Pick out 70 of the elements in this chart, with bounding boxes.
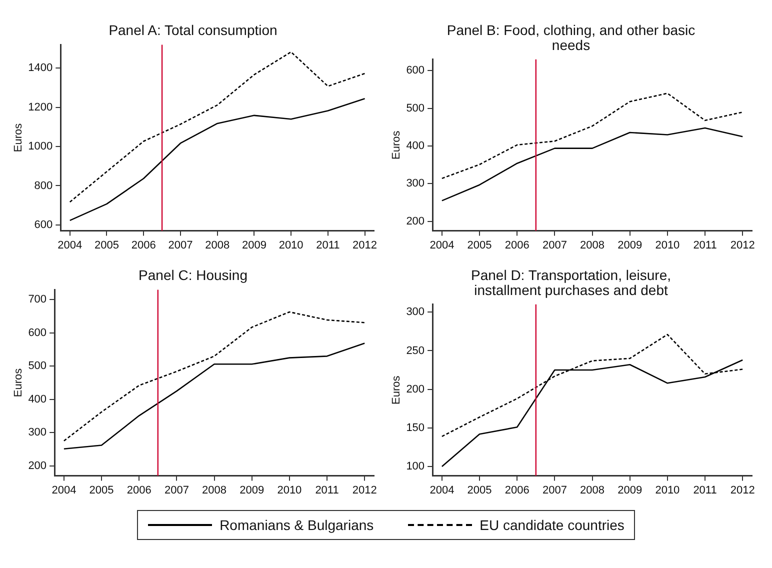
x-tick-label: 2005 [94,239,119,252]
x-tick-label: 2012 [352,484,377,496]
x-tick-label: 2004 [430,484,454,496]
x-tick-label: 2008 [202,484,227,496]
x-tick-label: 2004 [58,239,82,252]
x-tick-label: 2012 [730,239,755,252]
y-tick-label: 400 [406,140,425,152]
line-series [63,311,366,442]
x-tick-label: 2006 [504,239,530,252]
x-tick-label: 2006 [504,484,530,496]
y-tick-label: 600 [28,326,47,339]
line-series [69,51,366,203]
y-tick-label: 200 [28,460,47,472]
chart-title: Panel D: Transportation, leisure, installment purchases and debt [471,267,671,298]
y-tick-label: 500 [28,360,47,372]
chart-title: Panel B: Food, clothing, and other basic needs [446,22,696,53]
x-tick-label: 2009 [242,239,266,252]
x-tick-label: 2008 [580,239,605,252]
x-tick-label: 2004 [52,484,76,496]
x-tick-label: 2011 [693,239,717,252]
y-tick-label: 400 [28,393,47,406]
x-tick-label: 2004 [430,239,454,252]
x-tick-label: 2005 [467,484,492,496]
x-tick-label: 2006 [126,484,152,496]
x-tick-label: 2009 [618,484,642,496]
y-tick-label: 300 [406,306,425,318]
legend-label: Romanians & Bulgarians [220,517,374,533]
y-tick-label: 700 [28,294,47,306]
x-tick-label: 2007 [542,484,567,496]
chart-title: Panel A: Total consumption [108,22,278,38]
x-tick-label: 2010 [655,239,680,252]
y-tick-label: 250 [406,344,425,357]
y-tick-label: 150 [406,422,425,434]
y-tick-label: 600 [34,218,53,231]
x-tick-label: 2009 [240,484,264,496]
y-tick-label: 1000 [28,140,53,153]
x-tick-label: 2011 [316,239,340,252]
y-tick-label: 100 [406,460,425,473]
x-tick-label: 2008 [580,484,605,496]
x-tick-label: 2006 [131,239,156,252]
x-tick-label: 2010 [277,484,302,496]
y-tick-label: 300 [406,178,425,190]
x-tick-label: 2009 [618,239,642,252]
y-tick-label: 200 [406,383,425,396]
x-tick-label: 2008 [205,239,230,252]
x-tick-label: 2007 [542,239,567,252]
y-tick-label: 1200 [28,101,53,114]
chart-title: Panel C: Housing [138,267,248,284]
y-axis-title: Euros [390,130,403,160]
y-axis-title: Euros [12,368,25,398]
y-tick-label: 500 [406,102,425,114]
x-tick-label: 2010 [278,239,304,252]
y-tick-label: 300 [28,426,47,439]
y-tick-label: 1400 [28,62,53,74]
x-tick-label: 2010 [655,484,680,496]
x-tick-label: 2012 [730,484,755,496]
x-tick-label: 2005 [467,239,492,252]
y-tick-label: 600 [406,64,425,77]
x-tick-label: 2011 [315,484,339,496]
y-tick-label: 200 [406,215,425,228]
x-tick-label: 2012 [352,239,378,252]
line-series [441,92,744,180]
x-tick-label: 2007 [164,484,189,496]
y-axis-title: Euros [12,122,25,152]
x-tick-label: 2007 [168,239,193,252]
y-axis-title: Euros [390,375,403,404]
legend-label: EU candidate countries [480,517,624,533]
x-tick-label: 2005 [89,484,114,496]
y-tick-label: 800 [34,180,53,192]
x-tick-label: 2011 [693,484,717,496]
